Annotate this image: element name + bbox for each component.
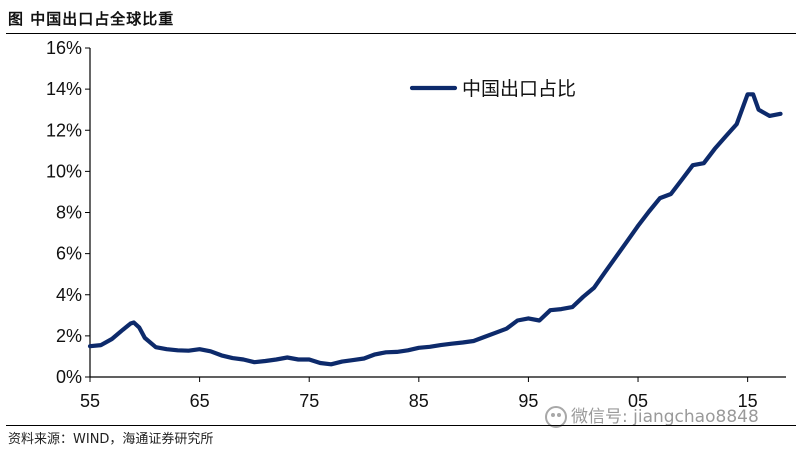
x-tick-label: 15 <box>738 391 758 411</box>
y-tick-label: 12% <box>46 120 82 140</box>
top-rule <box>6 33 796 34</box>
wechat-icon <box>545 406 567 428</box>
x-tick-label: 95 <box>518 391 538 411</box>
x-tick-label: 65 <box>190 391 210 411</box>
y-tick-label: 4% <box>56 285 82 305</box>
x-tick-label: 75 <box>299 391 319 411</box>
source-note: 资料来源：WIND，海通证券研究所 <box>8 432 214 447</box>
y-tick-label: 2% <box>56 326 82 346</box>
y-tick-label: 0% <box>56 367 82 387</box>
y-tick-label: 16% <box>46 38 82 58</box>
y-tick-label: 14% <box>46 79 82 99</box>
bottom-rule <box>6 425 796 426</box>
x-tick-label: 55 <box>80 391 100 411</box>
figure-title: 图 中国出口占全球比重 <box>8 10 175 28</box>
watermark-text: 微信号: jiangchao8848 <box>571 407 759 427</box>
chart-legend: 中国出口占比 <box>409 78 576 100</box>
y-tick-label: 8% <box>56 203 82 223</box>
line-chart: 0% 2% 4% 6% 8% 10% 12% 14% 16% 55 65 75 85 95 05 15 中国出… <box>46 38 786 411</box>
x-tick-label: 05 <box>628 391 648 411</box>
watermark: 微信号: jiangchao8848 <box>545 402 759 428</box>
figure-header: 图 中国出口占全球比重 <box>0 0 804 38</box>
y-tick-label: 6% <box>56 244 82 264</box>
x-tick-label: 85 <box>409 391 429 411</box>
chart-axes: 0% 2% 4% 6% 8% 10% 12% 14% 16% 55 65 75 85 95 05 15 <box>46 38 786 411</box>
series-line <box>87 92 783 367</box>
legend-label: 中国出口占比 <box>462 78 576 100</box>
y-tick-label: 10% <box>46 161 82 181</box>
plot-area <box>87 92 783 367</box>
